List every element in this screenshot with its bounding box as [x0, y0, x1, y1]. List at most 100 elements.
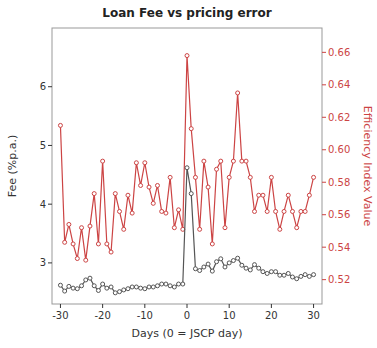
point	[134, 285, 138, 289]
point	[139, 286, 143, 290]
y2-tick-label: 0.60	[328, 144, 350, 155]
y2-tick-label: 0.54	[328, 242, 350, 253]
y2-tick-label: 0.58	[328, 177, 350, 188]
point	[215, 167, 219, 171]
point	[303, 273, 307, 277]
y2-tick	[322, 279, 326, 280]
point	[290, 209, 294, 213]
point	[122, 288, 126, 292]
y-tick	[48, 204, 52, 205]
point	[58, 283, 62, 287]
x-tick	[102, 304, 103, 308]
point	[198, 227, 202, 231]
point	[240, 159, 244, 163]
point	[274, 270, 278, 274]
y2-tick	[322, 247, 326, 248]
point	[307, 193, 311, 197]
point	[80, 284, 84, 288]
y2-tick-label: 0.56	[328, 209, 350, 220]
point	[118, 209, 122, 213]
y-tick	[48, 86, 52, 87]
y-tick-label: 3	[40, 257, 46, 268]
point	[215, 260, 219, 264]
point	[84, 258, 88, 262]
y2-tick-label: 0.62	[328, 112, 350, 123]
point	[84, 278, 88, 282]
x-tick	[229, 304, 230, 308]
series-line	[60, 168, 313, 293]
y2-tick	[322, 182, 326, 183]
point	[286, 271, 290, 275]
point	[198, 269, 202, 273]
point	[193, 175, 197, 179]
point	[202, 159, 206, 163]
x-tick-label: -20	[94, 310, 110, 321]
point	[185, 166, 189, 170]
point	[126, 193, 130, 197]
point	[172, 285, 176, 289]
point	[105, 286, 109, 290]
point	[130, 211, 134, 215]
point	[130, 285, 134, 289]
point	[109, 250, 113, 254]
x-tick	[313, 304, 314, 308]
point	[105, 242, 109, 246]
point	[248, 268, 252, 272]
point	[80, 226, 84, 230]
point	[168, 284, 172, 288]
point	[164, 211, 168, 215]
point	[160, 282, 164, 286]
x-tick	[60, 304, 61, 308]
x-tick-label: -10	[137, 310, 153, 321]
point	[189, 127, 193, 131]
point	[172, 226, 176, 230]
y2-tick	[322, 52, 326, 53]
point	[122, 227, 126, 231]
point	[269, 175, 273, 179]
point	[244, 159, 248, 163]
y2-tick	[322, 117, 326, 118]
point	[278, 273, 282, 277]
point	[160, 209, 164, 213]
point	[67, 222, 71, 226]
point	[219, 159, 223, 163]
y-tick	[48, 262, 52, 263]
point	[236, 91, 240, 95]
point	[71, 242, 75, 246]
point	[118, 290, 122, 294]
point	[177, 208, 181, 212]
y2-tick	[322, 149, 326, 150]
point	[248, 175, 252, 179]
point	[231, 159, 235, 163]
point	[269, 270, 273, 274]
x-tick	[144, 304, 145, 308]
point	[265, 209, 269, 213]
x-tick-label: -30	[52, 310, 68, 321]
point	[210, 242, 214, 246]
point	[261, 193, 265, 197]
point	[88, 276, 92, 280]
y-tick-label: 5	[40, 140, 46, 151]
y2-axis-label: Efficiency Index Value	[361, 106, 374, 227]
plot-frame	[52, 28, 322, 304]
y2-tick	[322, 84, 326, 85]
point	[299, 209, 303, 213]
point	[295, 277, 299, 281]
point	[101, 159, 105, 163]
point	[193, 267, 197, 271]
point	[75, 287, 79, 291]
point	[261, 270, 265, 274]
y2-tick-label: 0.64	[328, 79, 350, 90]
point	[244, 266, 248, 270]
point	[210, 269, 214, 273]
point	[109, 285, 113, 289]
point	[253, 209, 257, 213]
point	[312, 175, 316, 179]
point	[164, 282, 168, 286]
point	[290, 275, 294, 279]
point	[71, 286, 75, 290]
y2-tick-label: 0.66	[328, 47, 350, 58]
point	[282, 209, 286, 213]
point	[299, 274, 303, 278]
point	[58, 123, 62, 127]
